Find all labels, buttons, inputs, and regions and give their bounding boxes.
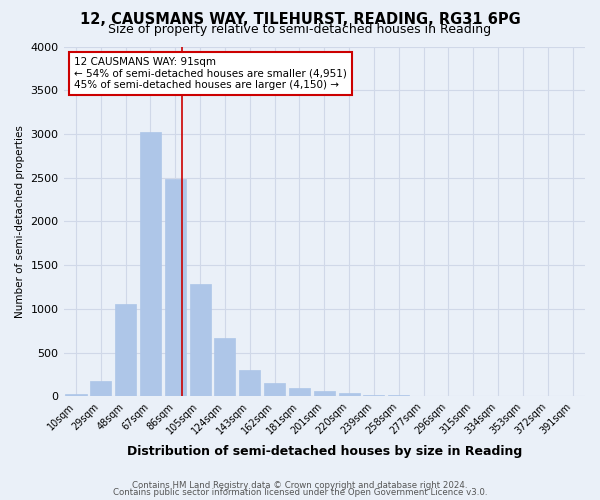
Bar xyxy=(140,132,161,396)
Bar xyxy=(65,394,86,396)
Bar xyxy=(190,284,211,397)
X-axis label: Distribution of semi-detached houses by size in Reading: Distribution of semi-detached houses by … xyxy=(127,444,522,458)
Text: 12 CAUSMANS WAY: 91sqm
← 54% of semi-detached houses are smaller (4,951)
45% of : 12 CAUSMANS WAY: 91sqm ← 54% of semi-det… xyxy=(74,57,347,90)
Bar xyxy=(338,393,359,396)
Bar xyxy=(289,388,310,396)
Bar xyxy=(264,382,285,396)
Bar xyxy=(115,304,136,396)
Text: Size of property relative to semi-detached houses in Reading: Size of property relative to semi-detach… xyxy=(109,22,491,36)
Text: Contains HM Land Registry data © Crown copyright and database right 2024.: Contains HM Land Registry data © Crown c… xyxy=(132,480,468,490)
Bar xyxy=(165,178,186,396)
Text: Contains public sector information licensed under the Open Government Licence v3: Contains public sector information licen… xyxy=(113,488,487,497)
Bar xyxy=(90,381,112,396)
Bar xyxy=(214,338,235,396)
Bar xyxy=(314,392,335,396)
Text: 12, CAUSMANS WAY, TILEHURST, READING, RG31 6PG: 12, CAUSMANS WAY, TILEHURST, READING, RG… xyxy=(80,12,520,28)
Bar xyxy=(239,370,260,396)
Y-axis label: Number of semi-detached properties: Number of semi-detached properties xyxy=(15,125,25,318)
Bar xyxy=(364,394,385,396)
